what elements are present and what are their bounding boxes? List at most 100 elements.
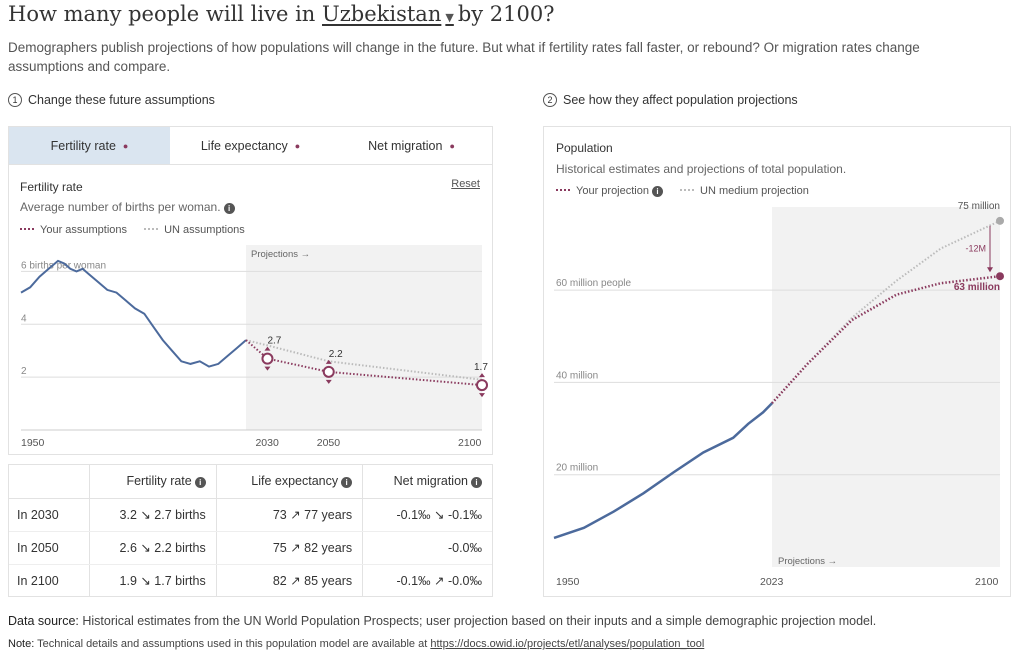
chart-title: Fertility rate (20, 180, 83, 194)
info-icon[interactable]: i (194, 477, 206, 489)
header-label: Net migration (393, 474, 468, 489)
drag-handle[interactable] (322, 365, 335, 378)
legend-your-projection: Your projection (576, 185, 649, 197)
country-name[interactable]: Uzbekistan (322, 2, 442, 26)
tab-net-migration[interactable]: Net migration ● (331, 127, 492, 164)
tab-life-expectancy[interactable]: Life expectancy ● (170, 127, 331, 164)
x-tick-label: 2100 (975, 576, 999, 588)
fertility-chart: Projections → 6 births per woman 4 2 2.7 2.… (20, 245, 488, 449)
data-source: Data source: Historical estimates from t… (8, 614, 876, 628)
your-assumptions-swatch (20, 228, 34, 230)
handle-down-arrow (479, 393, 485, 398)
info-icon[interactable]: i (223, 203, 235, 214)
title-prefix: How many people will live in (8, 2, 316, 26)
difference-label: -12M (965, 244, 986, 254)
cell-life: 82 ↗ 85 years (216, 564, 364, 597)
handle-up-arrow (325, 359, 332, 364)
step-label: See how they affect population projectio… (563, 93, 798, 107)
tab-label: Net migration (368, 138, 443, 153)
tab-fertility-rate[interactable]: Fertility rate ● (9, 127, 170, 164)
source-text: Historical estimates from the UN World P… (78, 614, 877, 628)
table-row: In 2100 1.9 ↘ 1.7 births 82 ↗ 85 years -… (9, 564, 492, 597)
your-projection-swatch (556, 189, 570, 191)
cell-fertility: 2.6 ↘ 2.2 births (89, 531, 217, 565)
x-tick-label: 2100 (458, 437, 482, 449)
un-assumptions-swatch (144, 228, 159, 230)
legend-your-assumptions: Your assumptions (40, 224, 128, 236)
projection-region (246, 245, 482, 430)
cell-fertility: 1.9 ↘ 1.7 births (89, 564, 217, 597)
tab-label: Fertility rate (50, 138, 116, 153)
table-header-row: Fertility rate i Life expectancy i Net mig… (9, 465, 492, 499)
projections-label: Projections → (251, 249, 310, 260)
x-tick-label: 2030 (255, 437, 279, 449)
cell-migration: -0.1‰ ↗ -0.0‰ (396, 574, 483, 589)
x-tick-label: 2023 (760, 576, 784, 588)
docs-link[interactable]: https://docs.owid.io/projects/etl/analys… (430, 638, 705, 650)
title-suffix: by 2100? (457, 2, 555, 26)
handle-up-arrow (479, 373, 485, 378)
drag-handle[interactable] (476, 379, 488, 392)
your-end-point (996, 272, 1004, 281)
modified-dot-icon: ● (294, 140, 301, 151)
historical-population-line (553, 402, 773, 540)
table-header-migration: Net migration i (362, 465, 492, 499)
chart-subtitle: Historical estimates and projections of … (556, 162, 847, 176)
assumption-tabs: Fertility rate ● Life expectancy ● Net mig… (8, 126, 493, 164)
step-number: 2 (543, 93, 557, 107)
legend-un-assumptions: UN assumptions (164, 224, 245, 236)
y-tick-label: 4 (21, 313, 27, 324)
handle-up-arrow (264, 346, 271, 351)
un-end-label: 75 million (958, 201, 1000, 212)
y-tick-label: 20 million (556, 463, 598, 474)
info-icon[interactable]: i (341, 477, 353, 489)
projection-region (772, 207, 1000, 567)
source-label: Data source: (8, 614, 79, 628)
info-icon[interactable]: i (651, 186, 663, 197)
step-label: Change these future assumptions (28, 93, 215, 107)
reset-button[interactable]: Reset (451, 178, 480, 190)
header-label: Fertility rate (126, 474, 192, 489)
chevron-down-icon[interactable]: ▼ (445, 11, 454, 24)
chart-title: Population (556, 141, 613, 155)
table-header-fertility: Fertility rate i (89, 465, 217, 499)
y-tick-label: 40 million (556, 370, 598, 381)
cell-fertility: 3.2 ↘ 2.7 births (89, 498, 217, 532)
row-label: In 2030 (9, 498, 90, 532)
chart-legend: Your assumptions UN assumptions (20, 224, 245, 236)
note-label: Note: (8, 638, 35, 650)
population-chart: 60 million people 40 million 20 million 75… (553, 201, 1004, 588)
handle-down-arrow (325, 379, 332, 384)
modified-dot-icon: ● (449, 140, 455, 151)
info-icon[interactable]: i (471, 477, 482, 489)
x-tick-label: 2050 (317, 437, 341, 449)
point-label: 1.7 (474, 362, 488, 373)
y-tick-label: 2 (21, 366, 27, 377)
point-label: 2.2 (329, 349, 343, 360)
chart-legend: Your projection i UN medium projection (556, 185, 809, 197)
x-tick-label: 1950 (556, 576, 580, 588)
note: Note: Technical details and assumptions … (8, 638, 704, 650)
un-projection-swatch (680, 189, 695, 191)
population-chart-panel: Population Historical estimates and proj… (543, 126, 1011, 597)
y-tick-label: 60 million people (556, 278, 631, 289)
table-header (9, 465, 90, 499)
un-assumptions-line (245, 339, 483, 381)
handle-down-arrow (264, 366, 271, 371)
page-subtitle: Demographers publish projections of how … (8, 38, 1024, 76)
cell-life: 75 ↗ 82 years (216, 531, 364, 565)
table-header-life: Life expectancy i (216, 465, 364, 499)
note-text: Technical details and assumptions used i… (34, 638, 431, 650)
cell-migration: -0.1‰ ↘ -0.1‰ (362, 498, 492, 532)
page-title: How many people will live in Uzbekistan ▼… (8, 2, 555, 26)
table-row: In 2030 3.2 ↘ 2.7 births 73 ↗ 77 years -… (9, 498, 492, 532)
step-2-heading: 2 See how they affect population projecti… (543, 93, 798, 107)
assumptions-table: Fertility rate i Life expectancy i Net mig… (8, 464, 493, 597)
subtitle-line-1: Demographers publish projections of how … (8, 40, 920, 55)
difference-arrowhead (987, 267, 993, 273)
modified-dot-icon: ● (122, 140, 129, 151)
row-label: In 2050 (9, 531, 90, 565)
country-selector[interactable]: Uzbekistan ▼ (322, 2, 458, 26)
un-end-point (996, 216, 1004, 225)
drag-handle[interactable] (261, 352, 274, 365)
